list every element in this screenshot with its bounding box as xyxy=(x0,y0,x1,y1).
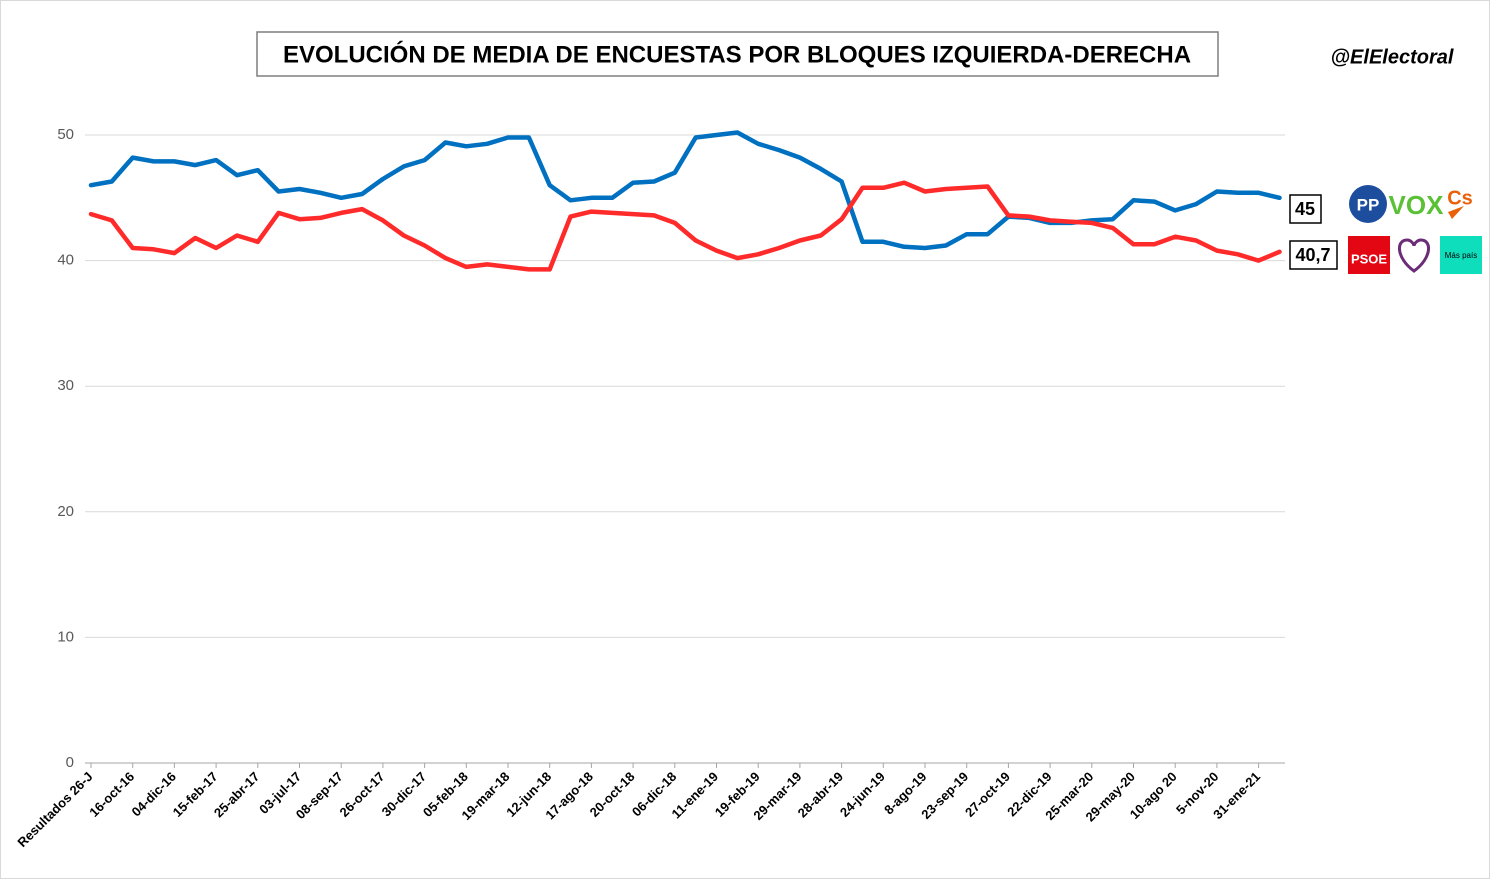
pp-logo xyxy=(1349,185,1387,223)
cs-arrow xyxy=(1448,206,1464,219)
title-box xyxy=(256,31,1219,77)
podemos-logo xyxy=(1398,238,1430,273)
mas-pais-text: Más país xyxy=(1445,251,1477,260)
end-label-box xyxy=(1289,194,1322,224)
cs-text: Cs xyxy=(1447,187,1473,209)
y-tick-label: 40 xyxy=(57,252,74,269)
source: @ElElectoral xyxy=(1331,46,1454,68)
y-tick-label: 50 xyxy=(57,126,74,143)
vox-text: VOX xyxy=(1389,190,1445,220)
y-tick-label: 10 xyxy=(57,628,74,645)
end-label-box xyxy=(1289,240,1338,270)
series-line xyxy=(88,180,1282,272)
y-tick-label: 20 xyxy=(57,503,74,520)
psoe-logo xyxy=(1348,236,1390,274)
y-tick-label: 30 xyxy=(57,377,74,394)
psoe-text: PSOE xyxy=(1351,251,1387,266)
end-label: 45 xyxy=(1295,199,1315,219)
y-tick-label: 0 xyxy=(66,754,74,771)
end-label: 40,7 xyxy=(1295,245,1330,265)
chart-title: EVOLUCIÓN DE MEDIA DE ENCUESTAS POR BLOQ… xyxy=(283,40,1191,68)
mas-pais-logo xyxy=(1440,236,1482,274)
pp-text: PP xyxy=(1357,195,1380,214)
